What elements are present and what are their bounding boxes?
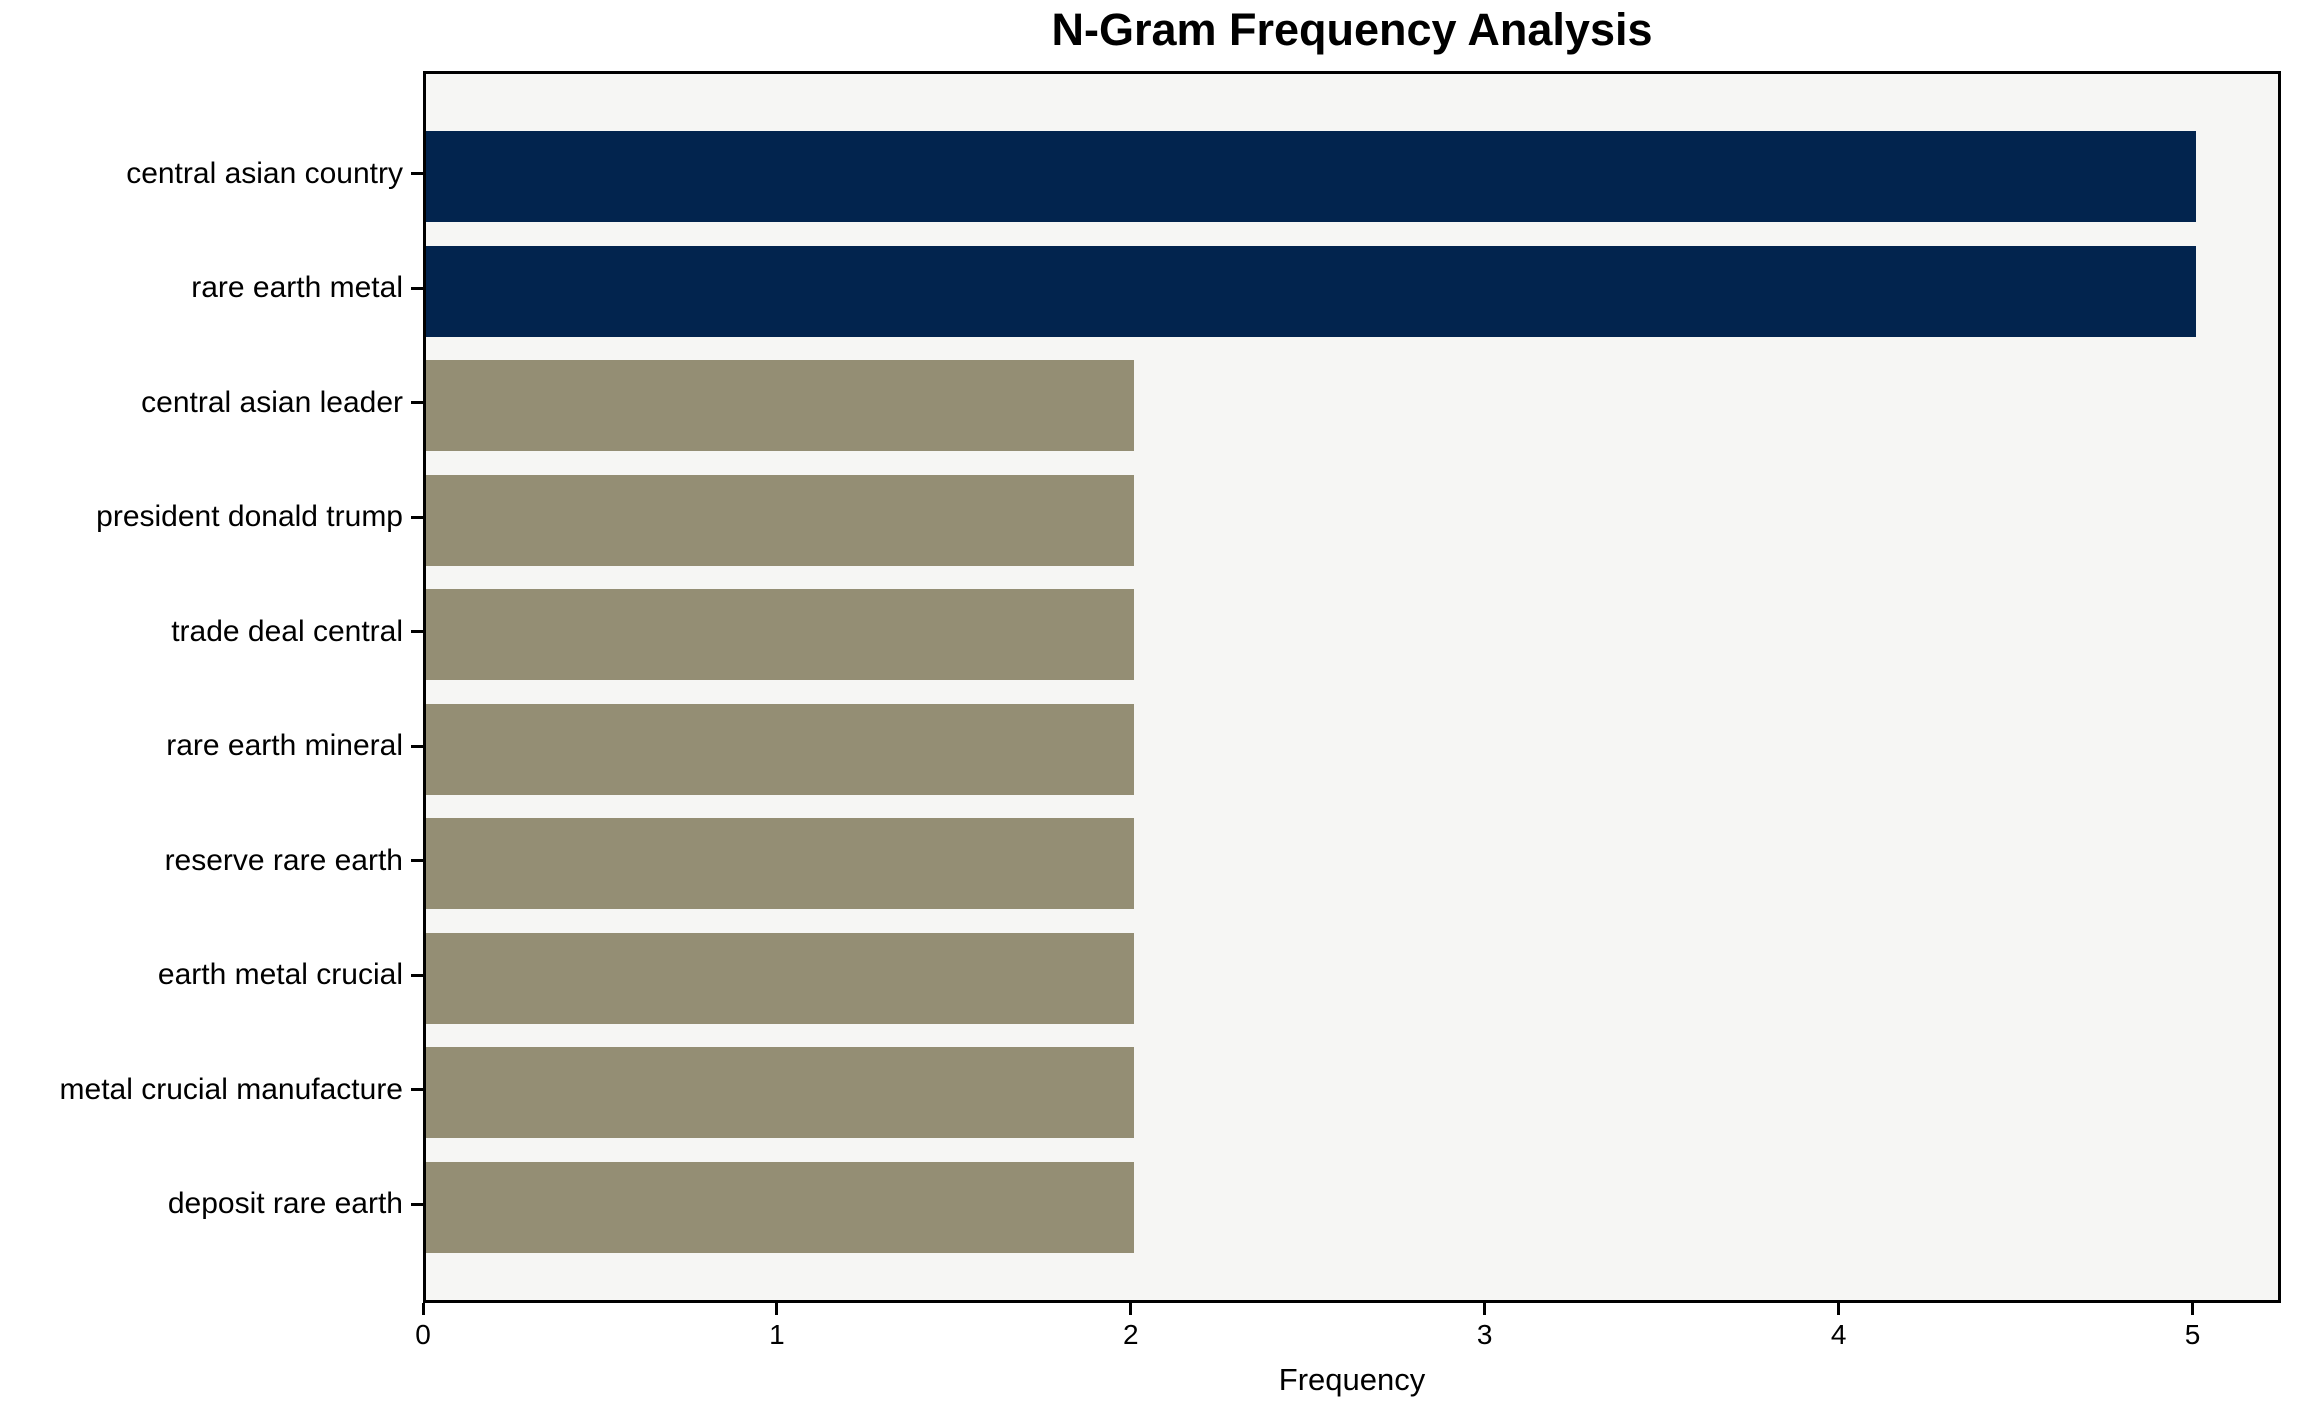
y-tick-label: metal crucial manufacture [59, 1072, 403, 1106]
y-tick-label: rare earth metal [191, 271, 403, 304]
y-tick-mark [411, 859, 423, 862]
x-tick-mark [1129, 1303, 1133, 1315]
y-tick-mark [411, 401, 423, 404]
y-tick-label: deposit rare earth [167, 1187, 403, 1220]
x-tick-label: 4 [1830, 1319, 1847, 1350]
y-tick-label: president donald trump [96, 500, 403, 533]
x-tick-mark [2191, 1303, 2195, 1315]
bar [426, 1161, 1134, 1253]
y-tick-mark [411, 286, 423, 290]
y-tick-mark [411, 172, 423, 175]
bar [426, 245, 2196, 337]
y-tick-mark [411, 630, 423, 633]
y-tick-label: rare earth mineral [166, 729, 403, 762]
y-tick-label: reserve rare earth [164, 843, 403, 877]
x-tick-label: 3 [1476, 1319, 1493, 1350]
x-tick-label: 5 [2184, 1319, 2201, 1350]
y-tick-label: central asian country [126, 156, 403, 190]
bar [426, 360, 1134, 451]
bar [426, 703, 1134, 795]
y-tick-label: central asian leader [141, 385, 403, 419]
y-tick-label: trade deal central [171, 614, 403, 648]
x-tick-mark [1837, 1303, 1841, 1315]
bar [426, 474, 1134, 566]
x-tick-label: 1 [769, 1319, 785, 1350]
x-tick-mark [775, 1303, 779, 1315]
x-tick-label: 0 [415, 1319, 431, 1350]
bar [426, 1047, 1134, 1138]
y-tick-label: earth metal crucial [157, 958, 403, 991]
bar [426, 818, 1134, 909]
y-tick-mark [411, 1088, 423, 1091]
y-tick-mark [411, 515, 423, 519]
plot-area [423, 71, 2281, 1303]
x-axis-label: Frequency [1278, 1362, 1426, 1397]
x-tick-label: 2 [1123, 1319, 1139, 1350]
x-tick-mark [1483, 1303, 1487, 1315]
bar [426, 932, 1134, 1024]
y-tick-mark [411, 1202, 423, 1206]
y-tick-mark [411, 744, 423, 748]
x-tick-mark [421, 1303, 425, 1315]
bar [426, 131, 2196, 222]
y-tick-mark [411, 973, 423, 977]
bar [426, 589, 1134, 680]
chart-title: N-Gram Frequency Analysis [1051, 4, 1653, 55]
